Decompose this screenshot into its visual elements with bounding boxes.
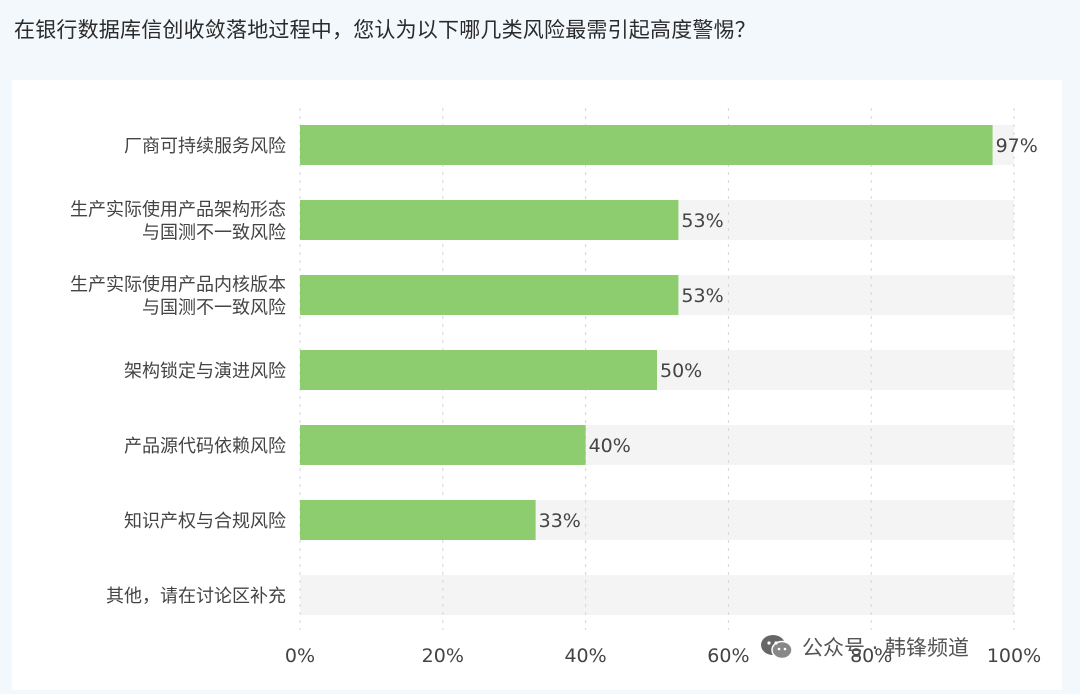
category-label: 生产实际使用产品内核版本	[70, 275, 286, 296]
chart-panel: 0% 20% 40% 60% 80% 100% 厂商可持续服务风险 97% 生产实际使用产品架构…	[12, 80, 1062, 690]
category-label: 与国测不一致风险	[142, 223, 286, 244]
bar	[300, 350, 657, 390]
watermark-text: 公众号 · 韩锋频道	[802, 636, 970, 660]
category-label: 其他，请在讨论区补充	[106, 586, 286, 607]
data-label: 53%	[681, 285, 723, 307]
watermark: 公众号 · 韩锋频道	[760, 632, 969, 662]
data-label: 50%	[660, 360, 702, 382]
bar	[300, 125, 993, 165]
question-title: 在银行数据库信创收敛落地过程中，您认为以下哪几类风险最需引起高度警惕？	[14, 18, 756, 42]
data-label: 97%	[996, 135, 1038, 157]
category-label: 生产实际使用产品架构形态	[70, 200, 286, 221]
category-label: 产品源代码依赖风险	[124, 436, 286, 457]
bar	[300, 500, 536, 540]
category-label: 架构锁定与演进风险	[124, 361, 286, 382]
data-label: 40%	[589, 435, 631, 457]
category-label: 厂商可持续服务风险	[124, 136, 286, 157]
x-tick-label: 0%	[285, 645, 315, 667]
category-label: 知识产权与合规风险	[124, 511, 286, 532]
category-label: 与国测不一致风险	[142, 298, 286, 319]
data-label: 33%	[539, 510, 581, 532]
x-tick-label: 100%	[987, 645, 1041, 667]
x-tick-label: 40%	[564, 645, 606, 667]
wechat-icon	[760, 633, 794, 661]
x-tick-label: 60%	[707, 645, 749, 667]
x-tick-label: 20%	[422, 645, 464, 667]
data-label: 53%	[681, 210, 723, 232]
bar	[300, 425, 586, 465]
bar	[300, 200, 679, 240]
bar-track	[300, 575, 1014, 615]
bar	[300, 275, 679, 315]
x-tick-label: 80%	[850, 645, 892, 667]
bar-chart: 0% 20% 40% 60% 80% 100% 厂商可持续服务风险 97% 生产实际使用产品架构…	[70, 108, 1041, 667]
